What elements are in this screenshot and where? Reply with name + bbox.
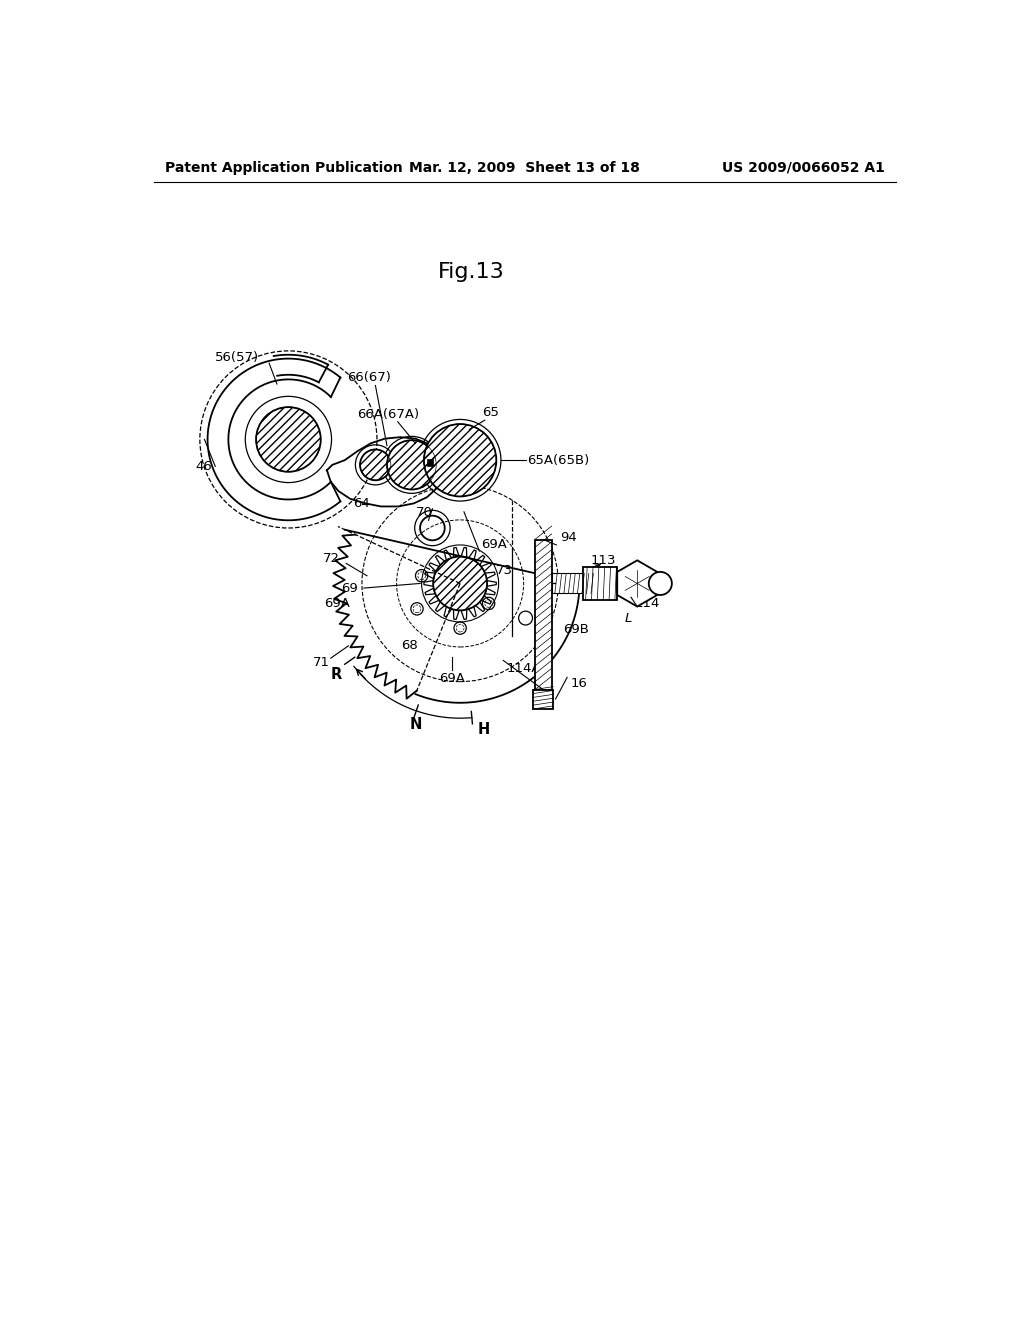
Text: 66(67): 66(67) bbox=[347, 371, 391, 384]
Text: 73: 73 bbox=[497, 564, 513, 577]
Text: 94: 94 bbox=[560, 531, 577, 544]
Text: Patent Application Publication: Patent Application Publication bbox=[165, 161, 403, 174]
Polygon shape bbox=[617, 561, 657, 607]
Bar bbox=[427, 459, 433, 466]
Text: 68: 68 bbox=[401, 639, 418, 652]
Bar bbox=[534, 689, 553, 709]
Text: 114A: 114A bbox=[506, 661, 541, 675]
Text: 69B: 69B bbox=[563, 623, 589, 636]
Text: 72: 72 bbox=[323, 552, 340, 565]
Circle shape bbox=[433, 557, 487, 610]
Circle shape bbox=[424, 424, 497, 496]
Text: 70: 70 bbox=[417, 506, 433, 519]
Text: L: L bbox=[625, 612, 632, 626]
Text: H: H bbox=[477, 722, 489, 737]
Text: 69: 69 bbox=[341, 582, 357, 594]
Bar bbox=[552, 573, 594, 594]
Text: Mar. 12, 2009  Sheet 13 of 18: Mar. 12, 2009 Sheet 13 of 18 bbox=[410, 161, 640, 174]
Text: 65: 65 bbox=[482, 407, 500, 418]
Text: 113: 113 bbox=[591, 554, 616, 566]
Text: 114: 114 bbox=[635, 597, 660, 610]
Circle shape bbox=[256, 407, 321, 471]
Text: 65A(65B): 65A(65B) bbox=[527, 454, 590, 467]
Circle shape bbox=[360, 450, 391, 480]
Text: 56(57): 56(57) bbox=[215, 351, 259, 363]
Circle shape bbox=[649, 572, 672, 595]
Text: 69A: 69A bbox=[325, 597, 350, 610]
Circle shape bbox=[387, 441, 436, 490]
Text: US 2009/0066052 A1: US 2009/0066052 A1 bbox=[722, 161, 885, 174]
Text: 69A: 69A bbox=[481, 539, 507, 552]
Bar bbox=[535, 540, 552, 689]
Text: 71: 71 bbox=[313, 656, 330, 669]
Text: N: N bbox=[410, 717, 423, 733]
Text: 16: 16 bbox=[571, 677, 588, 690]
Bar bbox=[584, 566, 617, 601]
Text: 66A(67A): 66A(67A) bbox=[357, 408, 420, 421]
Text: 69A: 69A bbox=[439, 672, 465, 685]
Text: 46: 46 bbox=[196, 459, 212, 473]
Text: Fig.13: Fig.13 bbox=[437, 263, 504, 282]
Text: 64: 64 bbox=[353, 496, 370, 510]
Text: R: R bbox=[331, 667, 342, 682]
